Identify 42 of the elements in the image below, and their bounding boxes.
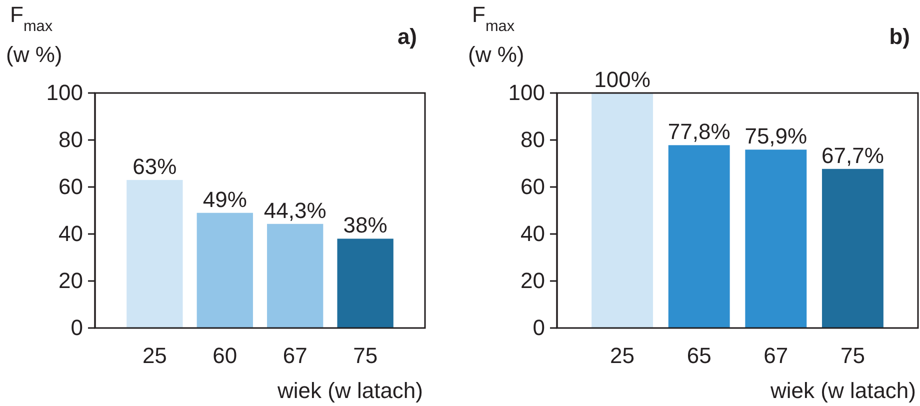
y-tick-label: 20: [520, 268, 545, 294]
y-axis-title: F$_{max}$ (w %): [6, 2, 62, 67]
x-axis-title: wiek (w latach): [276, 378, 423, 403]
y-tick-label: 20: [58, 268, 83, 294]
chart-title: a): [397, 24, 417, 49]
y-tick-label: 40: [520, 221, 545, 246]
bar: [126, 180, 183, 328]
data-label: 75,9%: [744, 124, 808, 149]
y-axis-title: F$_{max}$ (w %): [468, 2, 524, 67]
bar: [337, 238, 394, 328]
bar: [592, 93, 654, 328]
chart-title: b): [889, 24, 910, 49]
bar: [822, 168, 884, 328]
data-label: 49%: [202, 186, 247, 212]
bar: [745, 150, 807, 328]
x-tick-label: 25: [610, 342, 635, 368]
y-tick-label: 60: [520, 174, 545, 200]
x-tick-label: 75: [353, 342, 378, 368]
data-label: 44,3%: [264, 198, 326, 223]
data-label: 63%: [132, 154, 177, 179]
x-axis-title: wiek (w latach): [770, 378, 916, 403]
data-label: 100%: [594, 67, 650, 92]
bar: [668, 145, 730, 328]
y-tick-label: 100: [508, 80, 545, 106]
data-label: 38%: [343, 212, 388, 238]
bar: [196, 212, 253, 328]
x-tick-label: 75: [840, 342, 865, 368]
data-label: 67,7%: [822, 142, 884, 168]
x-tick-label: 25: [142, 342, 167, 368]
bar: [267, 224, 324, 328]
data-label: 77,8%: [668, 119, 730, 144]
y-tick-label: 100: [46, 80, 83, 106]
x-tick-label: 60: [212, 342, 238, 368]
y-tick-label: 80: [520, 127, 545, 152]
y-tick-label: 40: [58, 221, 83, 246]
x-tick-label: 65: [686, 342, 712, 368]
y-tick-label: 60: [58, 174, 83, 200]
x-tick-label: 67: [764, 342, 788, 368]
y-tick-label: 0: [70, 315, 83, 340]
x-tick-label: 67: [282, 342, 308, 368]
y-tick-label: 80: [58, 127, 83, 152]
y-tick-label: 0: [532, 315, 545, 340]
